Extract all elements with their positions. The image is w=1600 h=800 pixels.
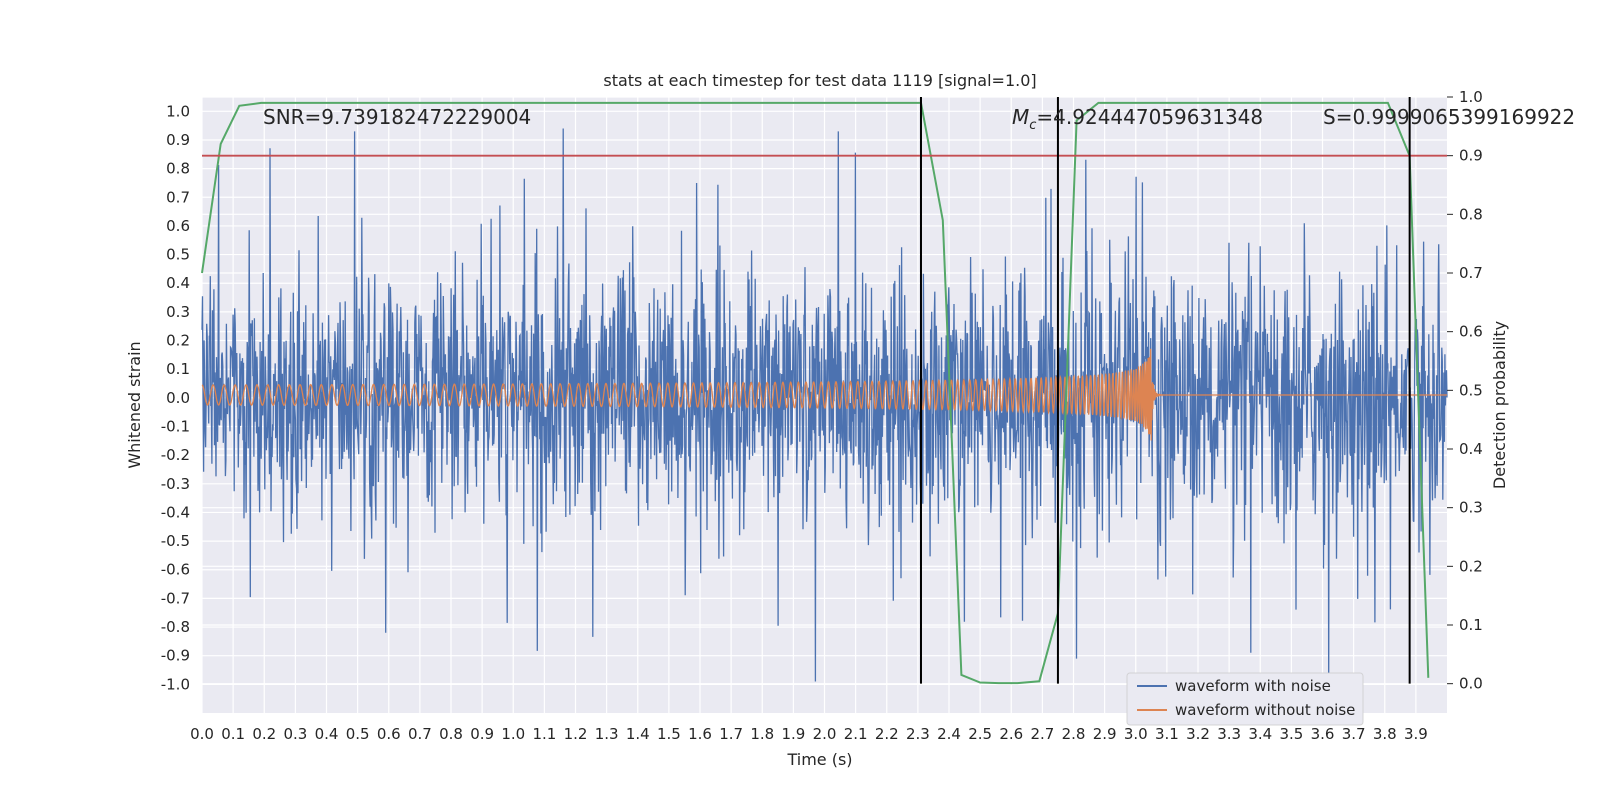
series-waveform-without-noise bbox=[201, 348, 1447, 441]
x-tick-label: 3.8 bbox=[1373, 725, 1397, 743]
chirp-mass-value: =4.924447059631348 bbox=[1036, 105, 1263, 129]
y2-tick-label: 0.7 bbox=[1459, 264, 1483, 282]
x-tick-label: 0.0 bbox=[190, 725, 214, 743]
y-tick-label: 0.0 bbox=[166, 389, 190, 407]
x-tick-label: 3.1 bbox=[1155, 725, 1179, 743]
y2-tick-label: 0.4 bbox=[1459, 440, 1483, 458]
x-tick-label: 3.0 bbox=[1124, 725, 1148, 743]
x-tick-label: 2.9 bbox=[1093, 725, 1117, 743]
x-tick-label: 3.4 bbox=[1248, 725, 1272, 743]
x-tick-label: 0.2 bbox=[252, 725, 276, 743]
chirp-mass-subscript: c bbox=[1029, 118, 1036, 133]
y-tick-label: 0.1 bbox=[166, 360, 190, 378]
y-tick-label: 0.9 bbox=[166, 131, 190, 149]
y-tick-label: -0.4 bbox=[161, 503, 190, 521]
x-tick-label: 1.1 bbox=[532, 725, 556, 743]
x-tick-label: 2.4 bbox=[937, 725, 961, 743]
y-tick-label: -1.0 bbox=[161, 675, 190, 693]
x-tick-label: 0.6 bbox=[377, 725, 401, 743]
chart-title: stats at each timestep for test data 111… bbox=[603, 71, 1036, 90]
y2-tick-label: 0.1 bbox=[1459, 616, 1483, 634]
y2-tick-label: 0.6 bbox=[1459, 323, 1483, 341]
x-tick-label: 1.0 bbox=[501, 725, 525, 743]
x-tick-label: 2.8 bbox=[1062, 725, 1086, 743]
legend: waveform with noise waveform without noi… bbox=[1126, 672, 1364, 726]
x-tick-label: 0.3 bbox=[283, 725, 307, 743]
x-tick-label: 0.7 bbox=[408, 725, 432, 743]
x-tick-label: 3.7 bbox=[1342, 725, 1366, 743]
y-tick-label: 0.4 bbox=[166, 274, 190, 292]
chirp-mass-annotation: Mc=4.924447059631348 bbox=[1012, 105, 1263, 133]
x-tick-label: 0.9 bbox=[470, 725, 494, 743]
y2-tick-label: 0.8 bbox=[1459, 205, 1483, 223]
y-tick-label: 0.2 bbox=[166, 332, 190, 350]
x-tick-label: 3.2 bbox=[1186, 725, 1210, 743]
x-tick-label: 0.1 bbox=[221, 725, 245, 743]
x-tick-label: 1.7 bbox=[719, 725, 743, 743]
grid-lines bbox=[201, 96, 1447, 713]
line-waveform-without-noise bbox=[201, 348, 1447, 441]
x-tick-label: 1.6 bbox=[688, 725, 712, 743]
y-tick-label: -0.2 bbox=[161, 446, 190, 464]
chirp-mass-symbol: M bbox=[1012, 105, 1029, 129]
y2-tick-label: 0.2 bbox=[1459, 557, 1483, 575]
y2-axis-ticks: 1.0 0.9 0.8 0.7 0.6 0.5 0.4 0.3 0.2 0.1 0.0 bbox=[1447, 88, 1483, 693]
y-tick-label: 0.7 bbox=[166, 188, 190, 206]
y2-tick-label: 1.0 bbox=[1459, 88, 1483, 106]
x-axis-ticks: 0.0 0.1 0.2 0.3 0.4 0.5 0.6 0.7 0.8 0.9 1.0 1.1 1.2 1… bbox=[190, 725, 1428, 743]
series-detection-probability bbox=[201, 101, 1430, 685]
y2-tick-label: 0.3 bbox=[1459, 499, 1483, 517]
y-tick-label: -0.5 bbox=[161, 532, 190, 550]
x-tick-label: 1.5 bbox=[657, 725, 681, 743]
x-axis-label: Time (s) bbox=[786, 750, 852, 769]
x-tick-label: 1.3 bbox=[595, 725, 619, 743]
y-tick-label: 0.6 bbox=[166, 217, 190, 235]
x-tick-label: 2.0 bbox=[813, 725, 837, 743]
legend-box bbox=[1126, 672, 1364, 726]
vertical-markers bbox=[919, 97, 1411, 684]
y-tick-label: -0.8 bbox=[161, 618, 190, 636]
y-tick-label: 0.5 bbox=[166, 246, 190, 264]
x-tick-label: 1.4 bbox=[626, 725, 650, 743]
y-tick-label: -0.9 bbox=[161, 647, 190, 665]
y2-axis-label: Detection probability bbox=[1490, 321, 1509, 489]
legend-label-noise: waveform with noise bbox=[1175, 677, 1331, 695]
y-tick-label: 1.0 bbox=[166, 102, 190, 120]
x-tick-label: 0.8 bbox=[439, 725, 463, 743]
y-axis-ticks: 1.0 0.9 0.8 0.7 0.6 0.5 0.4 0.3 0.2 0.1 0.0 -0.1 -0.… bbox=[161, 102, 190, 693]
legend-label-clean: waveform without noise bbox=[1175, 701, 1355, 719]
y-tick-label: -0.7 bbox=[161, 589, 190, 607]
x-tick-label: 1.8 bbox=[750, 725, 774, 743]
line-waveform-with-noise bbox=[201, 128, 1448, 685]
x-tick-label: 3.9 bbox=[1404, 725, 1428, 743]
x-tick-label: 3.6 bbox=[1311, 725, 1335, 743]
line-detection-probability bbox=[201, 101, 1430, 685]
x-tick-label: 2.3 bbox=[906, 725, 930, 743]
x-tick-label: 2.6 bbox=[999, 725, 1023, 743]
snr-annotation: SNR=9.739182472229004 bbox=[263, 105, 531, 129]
x-tick-label: 2.5 bbox=[968, 725, 992, 743]
x-tick-label: 0.5 bbox=[346, 725, 370, 743]
x-tick-label: 2.2 bbox=[875, 725, 899, 743]
y-tick-label: -0.6 bbox=[161, 561, 190, 579]
y-axis-label: Whitened strain bbox=[125, 341, 144, 468]
y-tick-label: 0.3 bbox=[166, 303, 190, 321]
y-tick-label: -0.3 bbox=[161, 475, 190, 493]
x-tick-label: 1.2 bbox=[564, 725, 588, 743]
x-tick-label: 3.5 bbox=[1279, 725, 1303, 743]
y-tick-label: 0.8 bbox=[166, 160, 190, 178]
y2-tick-label: 0.9 bbox=[1459, 147, 1483, 165]
series-waveform-with-noise bbox=[201, 128, 1448, 685]
y2-tick-label: 0.0 bbox=[1459, 675, 1483, 693]
y2-tick-label: 0.5 bbox=[1459, 381, 1483, 399]
y-tick-label: -0.1 bbox=[161, 417, 190, 435]
x-tick-label: 1.9 bbox=[781, 725, 805, 743]
x-tick-label: 2.7 bbox=[1030, 725, 1054, 743]
x-tick-label: 3.3 bbox=[1217, 725, 1241, 743]
x-tick-label: 2.1 bbox=[844, 725, 868, 743]
x-tick-label: 0.4 bbox=[315, 725, 339, 743]
significance-annotation: S=0.9999065399169922 bbox=[1323, 105, 1575, 129]
